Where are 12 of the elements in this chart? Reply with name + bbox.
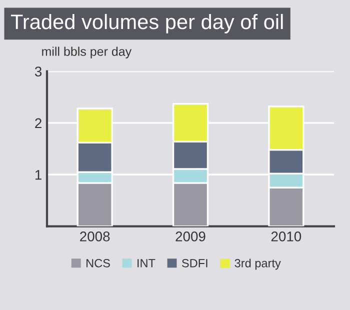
x-tick-label: 2008 — [80, 232, 110, 242]
y-axis-title: mill bbls per day — [42, 46, 132, 58]
legend-label: INT — [138, 259, 156, 268]
y-tick-label: 3 — [34, 66, 42, 76]
chart-title: Traded volumes per day of oil — [10, 14, 283, 34]
legend-label: NCS — [86, 259, 110, 268]
y-tick-label: 1 — [35, 170, 42, 180]
x-tick-label: 2010 — [271, 232, 302, 242]
legend-label: 3rd party — [234, 258, 281, 270]
x-tick-label: 2009 — [176, 232, 206, 242]
legend-label: SDFI — [182, 259, 208, 268]
y-tick-label: 2 — [35, 118, 42, 128]
